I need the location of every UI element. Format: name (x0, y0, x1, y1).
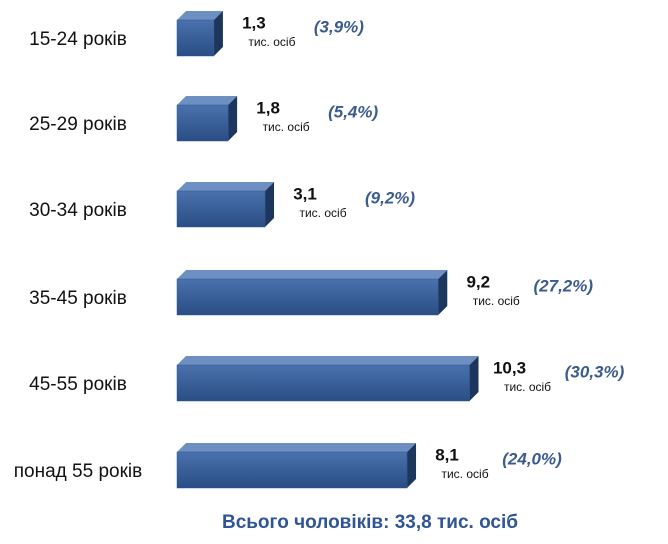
share-label: (27,2%) (534, 276, 594, 295)
bar-top (177, 443, 417, 452)
value-label: 1,3 (242, 13, 266, 32)
share-label: (9,2%) (365, 188, 415, 207)
share-label: (3,9%) (314, 17, 364, 36)
bar-top (177, 96, 238, 105)
value-label: 3,1 (293, 184, 317, 203)
unit-label: тис. осіб (441, 467, 488, 481)
category-label: 30-34 років (29, 200, 127, 221)
total-label: Всього чоловіків: 33,8 тис. осіб (221, 512, 519, 533)
bar-top (177, 270, 448, 279)
share-label: (24,0%) (502, 449, 562, 468)
bar (176, 451, 408, 489)
bar-side (265, 182, 275, 227)
category-label: 45-55 років (29, 374, 127, 395)
value-label: 9,2 (466, 272, 490, 291)
unit-label: тис. осіб (263, 120, 310, 134)
bar (176, 364, 470, 402)
bar (176, 104, 229, 142)
unit-label: тис. осіб (248, 35, 295, 49)
bar-side (213, 11, 223, 56)
bar (176, 190, 266, 228)
bar-side (438, 270, 448, 315)
value-label: 8,1 (435, 445, 459, 464)
share-label: (30,3%) (565, 362, 625, 381)
bar-top (177, 356, 479, 365)
category-label: 15-24 років (29, 29, 127, 50)
bar-top (177, 11, 223, 20)
category-label: понад 55 років (13, 461, 143, 482)
unit-label: тис. осіб (299, 206, 346, 220)
unit-label: тис. осіб (473, 294, 520, 308)
bar (176, 19, 215, 57)
category-label: 35-45 років (29, 288, 127, 309)
value-label: 1,8 (256, 98, 280, 117)
bar-side (469, 356, 479, 401)
category-label: 25-29 років (29, 114, 127, 135)
bar (176, 278, 439, 316)
bar-top (177, 182, 275, 191)
value-label: 10,3 (493, 358, 526, 377)
bar-side (407, 443, 417, 488)
share-label: (5,4%) (328, 102, 378, 121)
unit-label: тис. осіб (504, 380, 551, 394)
bar-side (228, 96, 238, 141)
